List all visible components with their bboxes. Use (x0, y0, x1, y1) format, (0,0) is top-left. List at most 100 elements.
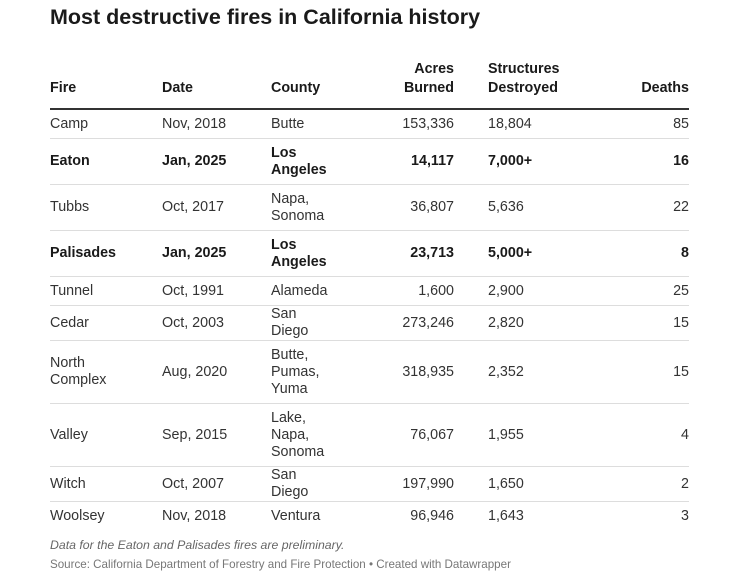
county-name: Napa, Sonoma (271, 190, 325, 224)
chart-source: Source: California Department of Forestr… (50, 558, 511, 571)
cell-date: Oct, 2007 (162, 466, 271, 502)
column-header-fire: Fire (50, 60, 162, 110)
table-header-row: Fire Date County Acres Burned Structures D… (50, 60, 689, 110)
table-row: Tubbs Oct, 2017 Napa, Sonoma 36,807 5,636 22 (50, 184, 689, 231)
cell-structures: 7,000+ (454, 138, 606, 185)
cell-county: San Diego (271, 466, 356, 502)
column-header-structures: Structures Destroyed (454, 60, 606, 110)
table-row: Camp Nov, 2018 Butte 153,336 18,804 85 (50, 109, 689, 139)
cell-date: Oct, 2003 (162, 305, 271, 341)
cell-fire: Eaton (50, 138, 162, 185)
cell-county: Los Angeles (271, 230, 356, 277)
fire-name: Cedar (50, 314, 89, 331)
column-header-date: Date (162, 60, 271, 110)
fire-name: Woolsey (50, 507, 105, 524)
cell-acres: 76,067 (356, 403, 454, 467)
cell-county: Lake, Napa, Sonoma (271, 403, 356, 467)
county-name: Lake, Napa, Sonoma (271, 409, 325, 460)
cell-acres: 153,336 (356, 109, 454, 139)
cell-county: Alameda (271, 276, 356, 306)
cell-structures: 1,643 (488, 507, 524, 524)
cell-county: Butte, Pumas, Yuma (271, 340, 356, 404)
table-row: Tunnel Oct, 1991 Alameda 1,600 2,900 25 (50, 276, 689, 306)
cell-deaths: 16 (606, 138, 689, 185)
cell-structures: 2,900 (454, 276, 606, 306)
cell-fire: Palisades (50, 230, 162, 277)
column-header-county: County (271, 60, 356, 110)
county-name: Butte (271, 115, 305, 132)
cell-fire: Tubbs (50, 184, 162, 231)
cell-date: Nov, 2018 (162, 109, 271, 139)
column-header-deaths: Deaths (606, 60, 689, 110)
cell-fire: Cedar (50, 305, 162, 341)
cell-deaths: 15 (606, 305, 689, 341)
cell-date: Sep, 2015 (162, 403, 271, 467)
cell-deaths: 25 (606, 276, 689, 306)
chart-title: Most destructive fires in California his… (50, 5, 481, 29)
fire-name: North Complex (50, 355, 107, 388)
cell-fire: Valley (50, 403, 162, 467)
cell-fire: North Complex (50, 340, 162, 404)
table-row: Cedar Oct, 2003 San Diego 273,246 2,820 15 (50, 305, 689, 341)
cell-structures: 1,955 (454, 403, 606, 467)
county-name: Ventura (271, 507, 321, 524)
cell-structures: 5,000+ (454, 230, 606, 277)
table-row: Valley Sep, 2015 Lake, Napa, Sonoma 76,067 1… (50, 403, 689, 467)
cell-structures: 2,352 (454, 340, 606, 404)
fire-name: Tunnel (50, 282, 94, 299)
cell-deaths: 8 (606, 230, 689, 277)
cell-county: Napa, Sonoma (271, 184, 356, 231)
cell-deaths: 15 (606, 340, 689, 404)
fire-name: Eaton (50, 153, 90, 169)
cell-acres: 23,713 (356, 230, 454, 277)
cell-acres: 96,946 (410, 507, 454, 524)
fire-name: Valley (50, 426, 88, 443)
county-name: Los Angeles (271, 236, 327, 270)
table-row: North Complex Aug, 2020 Butte, Pumas, Yuma… (50, 340, 689, 404)
cell-county: Ventura (271, 502, 356, 531)
cell-date: Jan, 2025 (162, 138, 271, 185)
cell-acres: 273,246 (356, 305, 454, 341)
cell-fire: Woolsey (50, 502, 162, 531)
cell-deaths: 22 (606, 184, 689, 231)
fire-name: Palisades (50, 245, 116, 261)
cell-county: Butte (271, 109, 356, 139)
cell-structures: 2,820 (454, 305, 606, 341)
table-row: Eaton Jan, 2025 Los Angeles 14,117 7,000+ 16 (50, 138, 689, 185)
fire-name: Camp (50, 115, 89, 132)
column-header-acres: Acres Burned (356, 60, 454, 110)
cell-acres: 14,117 (356, 138, 454, 185)
county-name: Alameda (271, 282, 328, 299)
cell-acres: 36,807 (356, 184, 454, 231)
fire-name: Tubbs (50, 199, 90, 215)
cell-date: Nov, 2018 (162, 507, 227, 524)
table-row: Witch Oct, 2007 San Diego 197,990 1,650 2 (50, 466, 689, 502)
cell-deaths: 3 (681, 507, 689, 524)
cell-date: Oct, 2017 (162, 184, 271, 231)
cell-county: Los Angeles (271, 138, 356, 185)
cell-fire: Tunnel (50, 276, 162, 306)
cell-date: Jan, 2025 (162, 230, 271, 277)
county-name: Butte, Pumas, Yuma (271, 346, 320, 397)
table-body: Camp Nov, 2018 Butte 153,336 18,804 85 Eaton Ja… (50, 109, 689, 530)
table-row: Palisades Jan, 2025 Los Angeles 23,713 5,000… (50, 230, 689, 277)
county-name: San Diego (271, 467, 309, 500)
cell-fire: Camp (50, 109, 162, 139)
cell-structures: 1,650 (454, 466, 606, 502)
county-name: San Diego (271, 306, 309, 339)
cell-deaths: 2 (606, 466, 689, 502)
cell-acres: 1,600 (356, 276, 454, 306)
fires-table: Fire Date County Acres Burned Structures D… (50, 60, 689, 530)
chart-note: Data for the Eaton and Palisades fires a… (50, 538, 345, 552)
cell-deaths: 4 (606, 403, 689, 467)
table-row: Woolsey Nov, 2018 Ventura 96,946 1,643 3 (50, 502, 689, 531)
cell-county: San Diego (271, 305, 356, 341)
cell-date: Oct, 1991 (162, 276, 271, 306)
cell-structures: 5,636 (454, 184, 606, 231)
cell-date: Aug, 2020 (162, 340, 271, 404)
cell-structures: 18,804 (454, 109, 606, 139)
cell-deaths: 85 (606, 109, 689, 139)
cell-fire: Witch (50, 466, 162, 502)
fire-name: Witch (50, 475, 86, 492)
